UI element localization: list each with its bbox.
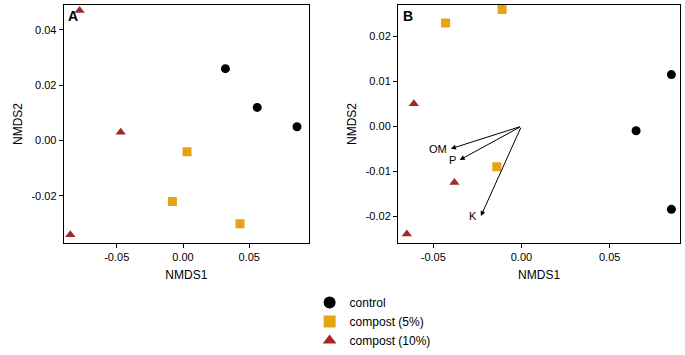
- svg-text:-0.01: -0.01: [366, 165, 391, 177]
- svg-text:-0.02: -0.02: [31, 190, 56, 202]
- svg-text:NMDS1: NMDS1: [518, 268, 560, 282]
- svg-text:control: control: [350, 296, 386, 310]
- svg-text:-0.05: -0.05: [104, 251, 129, 263]
- svg-text:compost (10%): compost (10%): [350, 334, 431, 348]
- svg-text:0.00: 0.00: [35, 134, 56, 146]
- svg-text:0.04: 0.04: [35, 24, 56, 36]
- svg-text:A: A: [68, 8, 78, 24]
- svg-text:K: K: [469, 210, 477, 222]
- svg-text:0.02: 0.02: [35, 79, 56, 91]
- svg-text:0.00: 0.00: [172, 251, 193, 263]
- svg-text:NMDS1: NMDS1: [165, 268, 207, 282]
- svg-text:NMDS2: NMDS2: [11, 103, 25, 145]
- svg-text:0.00: 0.00: [369, 120, 390, 132]
- svg-text:NMDS2: NMDS2: [345, 103, 359, 145]
- svg-text:B: B: [403, 8, 413, 24]
- svg-text:compost (5%): compost (5%): [350, 315, 424, 329]
- svg-text:-0.05: -0.05: [421, 251, 446, 263]
- svg-text:OM: OM: [429, 143, 447, 155]
- svg-text:0.00: 0.00: [511, 251, 532, 263]
- svg-text:0.05: 0.05: [239, 251, 260, 263]
- svg-text:-0.02: -0.02: [366, 210, 391, 222]
- svg-text:P: P: [449, 154, 456, 166]
- svg-text:0.05: 0.05: [599, 251, 620, 263]
- svg-text:0.02: 0.02: [369, 30, 390, 42]
- svg-text:0.01: 0.01: [369, 75, 390, 87]
